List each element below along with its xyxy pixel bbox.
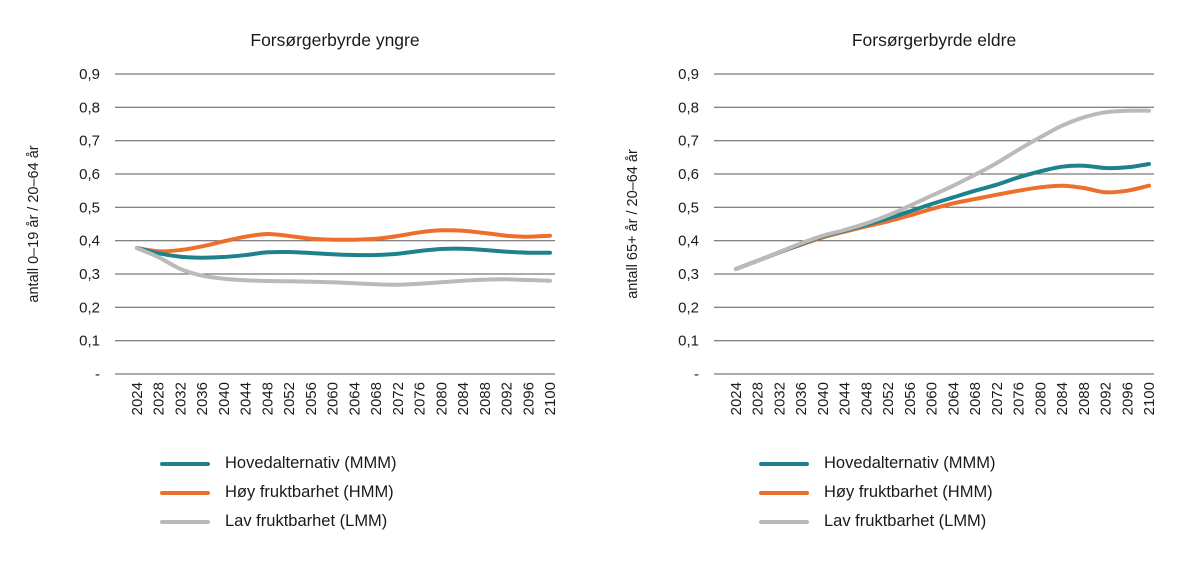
x-tick-label: 2080 <box>1032 382 1049 415</box>
legend-line-swatch <box>759 490 809 495</box>
x-tick-label: 2084 <box>1054 382 1071 415</box>
x-tick-label: 2052 <box>880 382 897 415</box>
y-tick-label: - <box>694 366 699 383</box>
legend-item-lmm: Lav fruktbarhet (LMM) <box>759 507 995 536</box>
y-tick-label: 0,2 <box>678 299 699 316</box>
y-tick-label: 0,1 <box>79 333 100 350</box>
x-tick-label: 2036 <box>194 382 211 415</box>
x-tick-label: 2080 <box>433 382 450 415</box>
y-tick-label: 0,6 <box>79 166 100 183</box>
x-tick-label: 2064 <box>945 382 962 415</box>
legend-item-mmm: Hovedalternativ (MMM) <box>160 449 396 478</box>
legend-line-swatch <box>160 490 210 495</box>
x-tick-label: 2048 <box>259 382 276 415</box>
y-tick-label: 0,9 <box>678 66 699 83</box>
x-tick-label: 2068 <box>967 382 984 415</box>
x-tick-label: 2064 <box>346 382 363 415</box>
y-tick-label: 0,8 <box>678 99 699 116</box>
y-tick-label: 0,6 <box>678 166 699 183</box>
legend-item-hmm: Høy fruktbarhet (HMM) <box>759 478 995 507</box>
x-tick-label: 2100 <box>542 382 559 415</box>
x-tick-label: 2048 <box>858 382 875 415</box>
chart-canvas-yngre: - 0,1 0,2 0,3 0,4 0,5 0,6 0,7 0,8 0,9 antall 0–19 … <box>26 66 559 415</box>
legend-eldre: Hovedalternativ (MMM) Høy fruktbarhet (HM… <box>759 449 995 536</box>
series-line-hmm <box>734 183 1151 271</box>
y-tick-label: 0,3 <box>79 266 100 283</box>
x-tick-label: 2092 <box>1098 382 1115 415</box>
chart-title-yngre: Forsørgerbyrde yngre <box>250 30 420 50</box>
x-tick-label: 2032 <box>772 382 789 415</box>
y-tick-label: 0,3 <box>678 266 699 283</box>
legend-line-swatch <box>160 461 210 466</box>
x-tick-label: 2056 <box>902 382 919 415</box>
legend-item-mmm: Hovedalternativ (MMM) <box>759 449 995 478</box>
x-tick-label: 2088 <box>1076 382 1093 415</box>
y-tick-label: 0,5 <box>678 199 699 216</box>
chart-title-eldre: Forsørgerbyrde eldre <box>851 30 1017 50</box>
x-tick-label: 2068 <box>368 382 385 415</box>
x-tick-label: 2024 <box>728 382 745 415</box>
x-tick-label: 2060 <box>924 382 941 415</box>
x-tick-label: 2028 <box>750 382 767 415</box>
x-tick-label: 2088 <box>477 382 494 415</box>
legend-line-swatch <box>160 519 210 524</box>
x-tick-label: 2032 <box>173 382 190 415</box>
x-tick-label: 2040 <box>815 382 832 415</box>
x-tick-label: 2052 <box>281 382 298 415</box>
x-tick-label: 2044 <box>238 382 255 415</box>
chart-canvas-eldre: - 0,1 0,2 0,3 0,4 0,5 0,6 0,7 0,8 0,9 antall 65+ å… <box>625 66 1158 415</box>
legend-line-swatch <box>759 519 809 524</box>
y-tick-label: 0,2 <box>79 299 100 316</box>
x-tick-label: 2072 <box>989 382 1006 415</box>
x-tick-label: 2092 <box>499 382 516 415</box>
y-axis-label: antall 0–19 år / 20–64 år <box>26 145 42 302</box>
x-tick-label: 2044 <box>837 382 854 415</box>
x-tick-label: 2076 <box>412 382 429 415</box>
x-tick-label: 2096 <box>520 382 537 415</box>
legend-label: Lav fruktbarhet (LMM) <box>225 512 388 530</box>
y-tick-label: - <box>95 366 100 383</box>
y-tick-label: 0,4 <box>678 233 699 250</box>
legend-item-hmm: Høy fruktbarhet (HMM) <box>160 478 396 507</box>
series-line-mmm <box>135 246 552 260</box>
legend-label: Høy fruktbarhet (HMM) <box>225 483 394 501</box>
series-line-mmm <box>734 162 1151 271</box>
y-tick-label: 0,5 <box>79 199 100 216</box>
x-tick-label: 2076 <box>1011 382 1028 415</box>
x-tick-label: 2056 <box>303 382 320 415</box>
x-tick-label: 2072 <box>390 382 407 415</box>
y-tick-label: 0,1 <box>678 333 699 350</box>
x-tick-label: 2024 <box>129 382 146 415</box>
x-tick-label: 2028 <box>151 382 168 415</box>
legend-label: Hovedalternativ (MMM) <box>824 454 996 472</box>
x-tick-label: 2096 <box>1119 382 1136 415</box>
y-tick-label: 0,8 <box>79 99 100 116</box>
x-tick-label: 2084 <box>455 382 472 415</box>
y-tick-label: 0,7 <box>79 133 100 150</box>
legend-item-lmm: Lav fruktbarhet (LMM) <box>160 507 396 536</box>
chart-panel-eldre: Forsørgerbyrde eldre - 0,1 0,2 0,3 0,4 0,5 0,6… <box>599 0 1198 568</box>
series-line-lmm <box>135 246 552 287</box>
x-tick-label: 2040 <box>216 382 233 415</box>
x-tick-label: 2100 <box>1141 382 1158 415</box>
y-tick-label: 0,4 <box>79 233 100 250</box>
x-tick-label: 2036 <box>793 382 810 415</box>
legend-line-swatch <box>759 461 809 466</box>
series-line-lmm <box>734 108 1151 271</box>
y-axis-label: antall 65+ år / 20–64 år <box>625 149 641 299</box>
y-tick-label: 0,7 <box>678 133 699 150</box>
chart-panel-yngre: Forsørgerbyrde yngre - 0,1 0,2 0,3 0,4 0,5 0,6… <box>26 30 559 536</box>
x-tick-label: 2060 <box>325 382 342 415</box>
series-line-hmm <box>135 228 552 254</box>
legend-label: Lav fruktbarhet (LMM) <box>824 512 987 530</box>
legend-label: Høy fruktbarhet (HMM) <box>824 483 993 501</box>
legend-label: Hovedalternativ (MMM) <box>225 454 397 472</box>
legend-yngre: Hovedalternativ (MMM) Høy fruktbarhet (HM… <box>160 449 396 536</box>
y-tick-label: 0,9 <box>79 66 100 83</box>
